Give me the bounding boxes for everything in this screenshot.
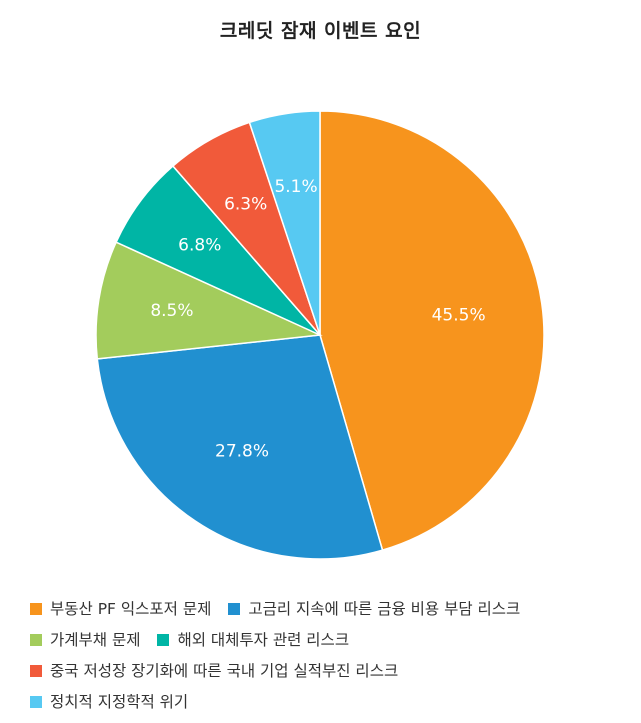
legend-swatch-overseas [157,634,170,646]
legend-item-geopolitical: 정치적 지정학적 위기 [30,687,188,718]
pie-slice-label-2: 8.5% [150,301,193,321]
legend-row: 부동산 PF 익스포저 문제 고금리 지속에 따른 금융 비용 부담 리스크 [30,594,630,625]
pie-slice-label-5: 5.1% [274,177,317,197]
pie-slice-1 [96,334,384,560]
legend-item-household-debt: 가계부채 문제 [30,625,141,656]
legend-swatch-geopolitical [30,696,42,708]
pie-slice-5 [248,110,321,336]
legend-item-china: 중국 저성장 장기화에 따른 국내 기업 실적부진 리스크 [30,656,398,687]
legend: 부동산 PF 익스포저 문제 고금리 지속에 따른 금융 비용 부담 리스크 가… [30,594,630,718]
legend-swatch-pf [30,603,42,615]
legend-item-interest: 고금리 지속에 따른 금융 비용 부담 리스크 [228,594,520,625]
pie-slice-label-1: 27.8% [215,441,269,461]
pie-slice-2 [95,241,323,360]
legend-label-household-debt: 가계부채 문제 [50,631,141,649]
legend-swatch-china [30,665,42,677]
legend-item-pf: 부동산 PF 익스포저 문제 [30,594,211,625]
pie-slice-label-0: 45.5% [432,305,486,325]
pie-slice-label-3: 6.8% [178,235,221,255]
legend-label-interest: 고금리 지속에 따른 금융 비용 부담 리스크 [248,600,521,618]
legend-row: 정치적 지정학적 위기 [30,687,630,718]
pie-slice-label-4: 6.3% [224,195,267,215]
legend-label-pf: 부동산 PF 익스포저 문제 [50,600,212,618]
legend-row: 중국 저성장 장기화에 따른 국내 기업 실적부진 리스크 [30,656,630,687]
pie-slice-0 [319,110,545,552]
legend-item-overseas: 해외 대체투자 관련 리스크 [157,625,349,656]
chart-title: 크레딧 잠재 이벤트 요인 [219,20,422,42]
legend-row: 가계부채 문제 해외 대체투자 관련 리스크 [30,625,630,656]
legend-swatch-interest [228,603,241,615]
legend-label-china: 중국 저성장 장기화에 따른 국내 기업 실적부진 리스크 [50,662,399,680]
legend-swatch-household-debt [30,634,42,646]
legend-label-overseas: 해외 대체투자 관련 리스크 [177,631,350,649]
legend-label-geopolitical: 정치적 지정학적 위기 [50,693,189,711]
pie-chart: 45.5% 27.8% 8.5% 6.8%6.3% 5.1% [95,110,545,560]
